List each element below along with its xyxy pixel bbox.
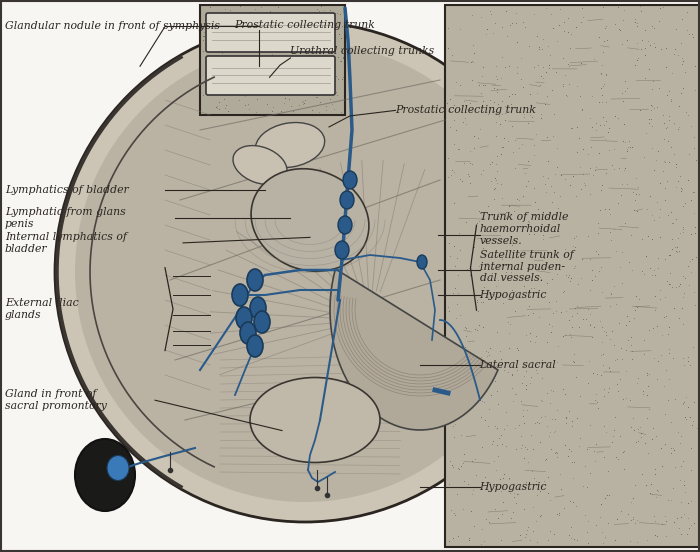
- Ellipse shape: [233, 146, 287, 184]
- Ellipse shape: [417, 255, 427, 269]
- Ellipse shape: [75, 439, 135, 511]
- Text: Hypogastric: Hypogastric: [480, 290, 547, 300]
- Text: Hypogastric: Hypogastric: [480, 482, 547, 492]
- Ellipse shape: [55, 22, 555, 522]
- Ellipse shape: [340, 191, 354, 209]
- Text: Internal lymphatics of
bladder: Internal lymphatics of bladder: [5, 232, 127, 254]
- Ellipse shape: [236, 307, 252, 329]
- Ellipse shape: [343, 171, 357, 189]
- Text: Trunk of middle
haemorrhoidal
vessels.: Trunk of middle haemorrhoidal vessels.: [480, 213, 568, 246]
- Ellipse shape: [232, 284, 248, 306]
- Ellipse shape: [338, 216, 352, 234]
- Ellipse shape: [250, 378, 380, 463]
- Bar: [445, 5, 700, 547]
- Ellipse shape: [256, 123, 325, 167]
- Text: Lymphatics of bladder: Lymphatics of bladder: [5, 185, 129, 195]
- Bar: [200, 5, 345, 115]
- Ellipse shape: [250, 297, 266, 319]
- Text: Gland in front of
sacral promontory: Gland in front of sacral promontory: [5, 389, 107, 411]
- Text: Lateral sacral: Lateral sacral: [480, 360, 556, 370]
- Ellipse shape: [247, 335, 263, 357]
- Polygon shape: [330, 269, 498, 430]
- FancyBboxPatch shape: [206, 56, 335, 95]
- Text: Prostatic collecting trunk: Prostatic collecting trunk: [234, 20, 375, 30]
- Ellipse shape: [107, 455, 129, 480]
- Text: Urethral collecting trunks: Urethral collecting trunks: [290, 46, 435, 56]
- Text: Glandular nodule in front of symphysis: Glandular nodule in front of symphysis: [5, 22, 220, 31]
- Text: Satellite trunk of
internal puden-
dal vessels.: Satellite trunk of internal puden- dal v…: [480, 250, 573, 283]
- Ellipse shape: [247, 269, 263, 291]
- FancyBboxPatch shape: [206, 13, 335, 52]
- Ellipse shape: [75, 42, 535, 502]
- Ellipse shape: [335, 241, 349, 259]
- Text: External iliac
glands: External iliac glands: [5, 298, 78, 320]
- Text: Lymphatic from glans
penis: Lymphatic from glans penis: [5, 207, 126, 229]
- Ellipse shape: [251, 169, 369, 271]
- Ellipse shape: [240, 322, 256, 344]
- Ellipse shape: [254, 311, 270, 333]
- Text: Prostatic collecting trunk: Prostatic collecting trunk: [395, 105, 536, 115]
